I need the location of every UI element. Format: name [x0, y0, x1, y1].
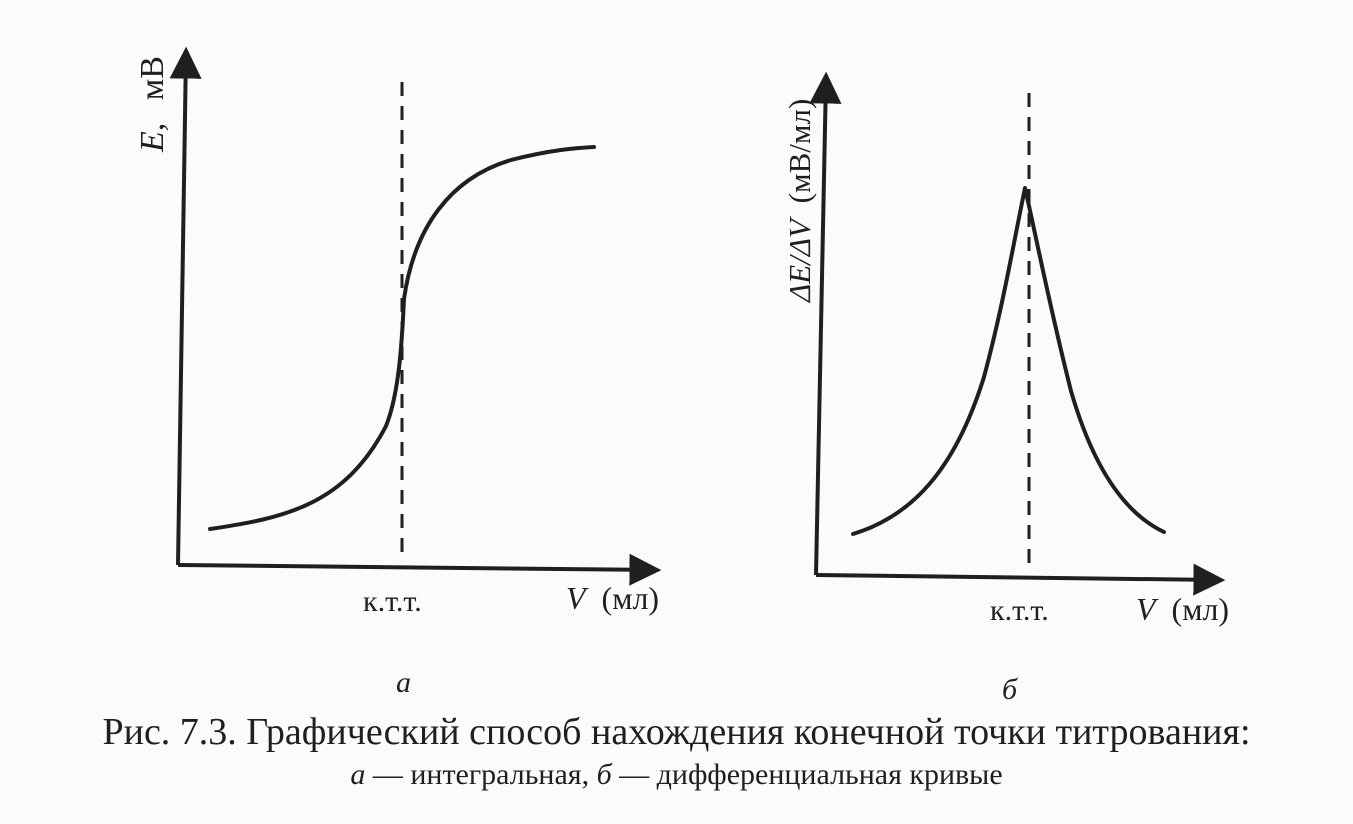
- y-axis-label-panel-b: ΔE/ΔV (мВ/мл): [782, 99, 817, 304]
- caption-panel-b-letter: б: [596, 758, 612, 791]
- x-axis-panel-b: [815, 563, 1226, 596]
- caption-panel-b-description: — дифференциальная кривые: [611, 758, 1003, 791]
- endpoint-label-panel-b: к.т.т.: [990, 594, 1049, 627]
- caption-panel-a-description: — интегральная,: [365, 758, 597, 791]
- panel-letter-a: а: [396, 666, 411, 699]
- differential-titration-curve: [851, 186, 1166, 536]
- y-axis-unit-panel-b: (мВ/мл): [782, 99, 817, 204]
- figure-caption: Рис. 7.3. Графический способ нахождения …: [0, 708, 1353, 794]
- x-axis-symbol-panel-a: V: [566, 580, 589, 616]
- x-axis-label-panel-a: V (мл): [566, 580, 659, 616]
- x-axis-symbol-panel-b: V: [1136, 591, 1159, 627]
- endpoint-label-panel-a: к.т.т.: [363, 585, 422, 618]
- integral-titration-curve: [208, 145, 596, 531]
- caption-panel-a-letter: а: [350, 758, 366, 791]
- y-axis-unit-panel-a: мВ: [134, 56, 171, 100]
- differential-curve-panel: ΔE/ΔV (мВ/мл) к.т.т. V (мл) б: [782, 71, 1229, 706]
- caption-line-2: а — интегральная, б — дифференциальная к…: [0, 756, 1353, 794]
- integral-curve-panel: E, мВ к.т.т. V (мл) а: [134, 46, 662, 699]
- y-axis-label-panel-a: E, мВ: [134, 56, 171, 153]
- caption-line-1: Рис. 7.3. Графический способ нахождения …: [102, 711, 1251, 753]
- y-axis-symbol-panel-b: ΔE/ΔV: [782, 216, 817, 304]
- x-axis-panel-a: [177, 553, 662, 586]
- x-axis-unit-panel-a: (мл): [602, 580, 660, 616]
- x-axis-unit-panel-b: (мл): [1172, 591, 1230, 627]
- y-axis-panel-a: [169, 46, 202, 566]
- panel-letter-b: б: [1002, 673, 1018, 706]
- x-axis-label-panel-b: V (мл): [1136, 591, 1229, 627]
- y-axis-symbol-panel-a: E,: [134, 123, 171, 153]
- y-axis-panel-b: [809, 71, 842, 576]
